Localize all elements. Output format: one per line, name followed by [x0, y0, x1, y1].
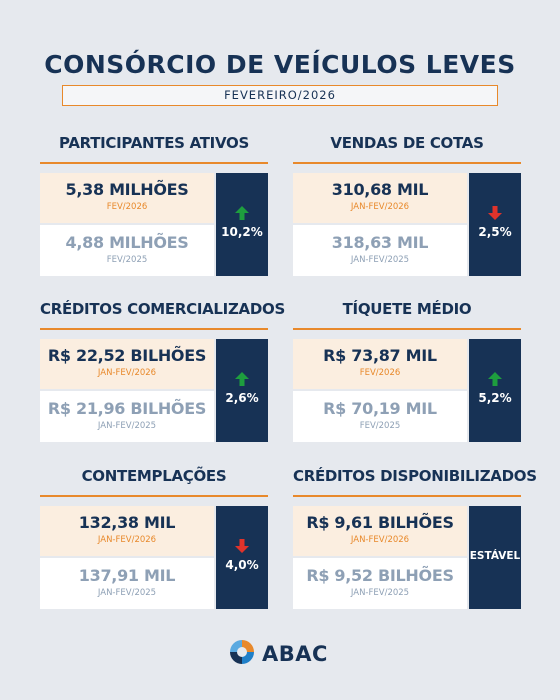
previous-value: R$ 70,19 MIL [323, 399, 437, 418]
card-divider [40, 162, 268, 164]
card-vendas-de-cotas: VENDAS DE COTAS 310,68 MIL JAN-FEV/2026 … [293, 134, 521, 276]
current-period: JAN-FEV/2026 [350, 202, 410, 212]
card-title: CONTEMPLAÇÕES [81, 467, 227, 485]
card-creditos-disponibilizados: CRÉDITOS DISPONIBILIZADOS R$ 9,61 BILHÕE… [293, 467, 537, 609]
change-percent: 2,5% [478, 225, 512, 239]
previous-row: R$ 9,52 BILHÕES JAN-FEV/2025 [293, 558, 467, 609]
abac-logo-icon [230, 640, 254, 664]
arrow-up-icon [235, 206, 249, 220]
previous-period: JAN-FEV/2025 [97, 588, 157, 598]
abac-logo: ABAC [228, 638, 338, 668]
card-title: VENDAS DE COTAS [330, 134, 484, 152]
previous-period: JAN-FEV/2025 [350, 255, 410, 265]
previous-value: 318,63 MIL [331, 233, 429, 252]
previous-value: 4,88 MILHÕES [65, 233, 189, 252]
change-box: 2,5% [469, 173, 521, 276]
current-value: R$ 9,61 BILHÕES [306, 513, 454, 532]
change-box: 10,2% [216, 173, 268, 276]
previous-value: 137,91 MIL [78, 566, 176, 585]
change-percent: 4,0% [225, 558, 259, 572]
change-status: ESTÁVEL [469, 550, 521, 562]
current-value: R$ 73,87 MIL [323, 346, 437, 365]
current-period: FEV/2026 [106, 202, 148, 212]
previous-row: 4,88 MILHÕES FEV/2025 [40, 225, 214, 276]
previous-value: R$ 9,52 BILHÕES [306, 566, 454, 585]
change-percent: 10,2% [221, 225, 263, 239]
card-title: TÍQUETE MÉDIO [342, 300, 472, 318]
arrow-down-icon [488, 206, 502, 220]
arrow-up-icon [235, 372, 249, 386]
current-value: 132,38 MIL [78, 513, 176, 532]
card-divider [293, 328, 521, 330]
previous-row: R$ 70,19 MIL FEV/2025 [293, 391, 467, 442]
previous-row: R$ 21,96 BILHÕES JAN-FEV/2025 [40, 391, 214, 442]
logo-text: ABAC [262, 642, 328, 666]
card-title: PARTICIPANTES ATIVOS [59, 134, 249, 152]
current-value: 5,38 MILHÕES [65, 180, 189, 199]
card-contemplacoes: CONTEMPLAÇÕES 132,38 MIL JAN-FEV/2026 13… [40, 467, 268, 609]
change-percent: 2,6% [225, 391, 259, 405]
arrow-up-icon [488, 372, 502, 386]
previous-period: FEV/2025 [106, 255, 148, 265]
previous-value: R$ 21,96 BILHÕES [47, 399, 207, 418]
change-box: 4,0% [216, 506, 268, 609]
card-divider [40, 495, 268, 497]
current-value: 310,68 MIL [331, 180, 429, 199]
previous-period: JAN-FEV/2025 [97, 421, 157, 431]
current-value: R$ 22,52 BILHÕES [47, 346, 207, 365]
current-row: R$ 9,61 BILHÕES JAN-FEV/2026 [293, 506, 467, 556]
card-tiquete-medio: TÍQUETE MÉDIO R$ 73,87 MIL FEV/2026 R$ 7… [293, 300, 521, 442]
current-row: 5,38 MILHÕES FEV/2026 [40, 173, 214, 223]
change-box: 5,2% [469, 339, 521, 442]
period-label: FEVEREIRO/2026 [62, 85, 498, 106]
card-participantes-ativos: PARTICIPANTES ATIVOS 5,38 MILHÕES FEV/20… [40, 134, 268, 276]
arrow-down-icon [235, 539, 249, 553]
page-title: CONSÓRCIO DE VEÍCULOS LEVES [44, 50, 516, 79]
previous-period: FEV/2025 [359, 421, 401, 431]
current-row: R$ 73,87 MIL FEV/2026 [293, 339, 467, 389]
change-box: ESTÁVEL [469, 506, 521, 609]
current-row: R$ 22,52 BILHÕES JAN-FEV/2026 [40, 339, 214, 389]
current-period: FEV/2026 [359, 368, 401, 378]
card-divider [40, 328, 268, 330]
card-title: CRÉDITOS DISPONIBILIZADOS [293, 467, 537, 485]
previous-row: 318,63 MIL JAN-FEV/2025 [293, 225, 467, 276]
card-divider [293, 162, 521, 164]
previous-row: 137,91 MIL JAN-FEV/2025 [40, 558, 214, 609]
change-box: 2,6% [216, 339, 268, 442]
previous-period: JAN-FEV/2025 [350, 588, 410, 598]
card-title: CRÉDITOS COMERCIALIZADOS [40, 300, 285, 318]
card-divider [293, 495, 521, 497]
current-row: 132,38 MIL JAN-FEV/2026 [40, 506, 214, 556]
current-period: JAN-FEV/2026 [97, 368, 157, 378]
current-period: JAN-FEV/2026 [350, 535, 410, 545]
change-percent: 5,2% [478, 391, 512, 405]
current-row: 310,68 MIL JAN-FEV/2026 [293, 173, 467, 223]
card-creditos-comercializados: CRÉDITOS COMERCIALIZADOS R$ 22,52 BILHÕE… [40, 300, 285, 442]
current-period: JAN-FEV/2026 [97, 535, 157, 545]
